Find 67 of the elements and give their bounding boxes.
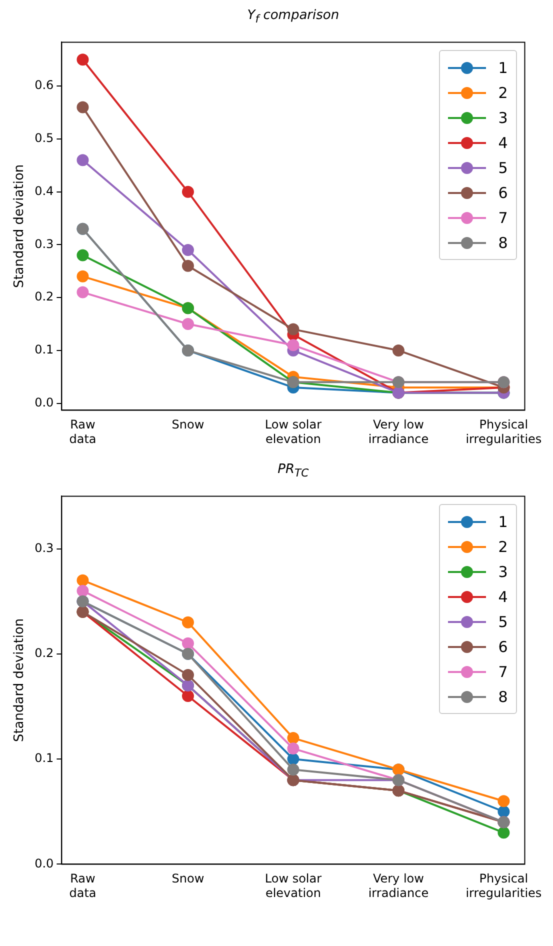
point [182,244,194,256]
point [76,249,89,262]
y-tick-label: 0.4 [34,184,54,198]
point [182,186,194,198]
y-tick-label: 0.2 [34,646,54,660]
point [498,806,510,818]
point [182,318,194,330]
x-tick-label: Low solar elevation [264,418,322,446]
legend-label: 8 [498,688,508,706]
x-tick-label: Snow [172,418,204,432]
x-tick-label: Raw data [69,872,96,900]
legend-label: 4 [498,588,508,606]
point [287,323,300,336]
point [76,270,89,282]
point [76,54,89,66]
y-tick-label: 0.5 [34,131,54,146]
x-tick-label: Very low irradiance [368,872,429,900]
y-tick-label: 0.1 [34,751,54,766]
x-tick-label: Low solar elevation [264,872,322,900]
point [498,826,510,839]
y-axis-title: Standard deviation [12,164,28,288]
point [76,574,89,586]
y-axis-title: Standard deviation [12,618,28,742]
legend-label: 7 [498,662,508,681]
y-tick-label: 0.3 [34,236,54,251]
point [498,795,510,808]
legend-label: 5 [498,612,508,631]
legend-label: 6 [498,638,508,656]
x-tick-label: Physical irregularities [466,418,542,446]
point [287,732,300,744]
y-tick-label: 0.0 [34,395,54,410]
point [182,690,194,702]
y-tick-label: 0.2 [34,290,54,304]
point [287,339,300,352]
y-tick-label: 0.0 [34,856,54,870]
point [287,764,300,776]
legend-label: 1 [498,58,508,77]
y-tick-label: 0.3 [34,540,54,555]
legend-label: 6 [498,184,508,202]
y-tick-label: 0.1 [34,342,54,357]
x-tick-label: Raw data [69,418,96,446]
x-tick-label: Snow [172,872,204,886]
chart-title: Y$_{f}$ comparison [246,8,340,26]
x-tick-label: Very low irradiance [368,418,429,446]
y-tick-label: 0.6 [34,78,54,92]
legend-label: 1 [498,512,508,531]
legend-label: 4 [498,134,508,152]
point [182,637,194,650]
point [392,344,404,356]
x-tick-label: Physical irregularities [466,872,542,900]
point [76,154,89,166]
point [182,616,194,628]
point [287,742,300,755]
point [182,260,194,272]
point [76,286,89,298]
point [182,668,194,681]
legend-label: 7 [498,208,508,227]
legend-label: 2 [498,538,508,556]
chart-title: PR$_{TC}$ [276,462,310,480]
legend-label: 8 [498,234,508,252]
legend-label: 3 [498,108,508,127]
point [76,584,89,597]
legend-label: 3 [498,562,508,581]
point [76,101,89,114]
point [287,753,300,766]
legend-label: 2 [498,84,508,102]
legend-label: 5 [498,158,508,177]
